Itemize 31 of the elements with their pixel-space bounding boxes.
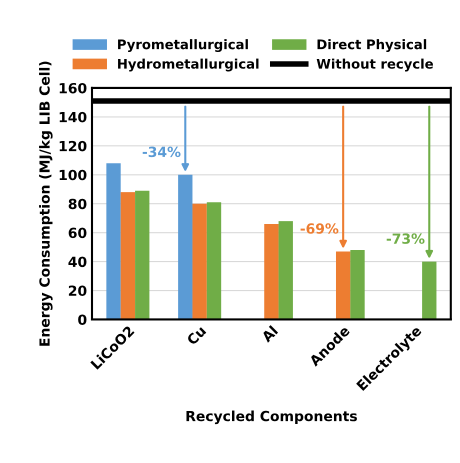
y-tick-label: 40 (68, 256, 86, 268)
bar (422, 262, 436, 320)
x-axis-title: Recycled Components (186, 410, 357, 424)
bar (278, 221, 293, 320)
y-tick-label: 80 (68, 198, 86, 210)
bar (178, 174, 192, 320)
y-tick-label: 140 (60, 112, 86, 122)
bar (135, 190, 150, 320)
legend-label: Hydrometallurgical (118, 58, 258, 72)
x-tick-label: Al (260, 325, 278, 343)
legend-label: Pyrometallurgical (118, 39, 248, 52)
legend-label: Direct Physical (318, 39, 426, 52)
bar (336, 251, 350, 320)
bar (192, 204, 207, 320)
bar (264, 224, 279, 320)
y-tick-label: 60 (68, 228, 86, 238)
bar (350, 250, 365, 320)
bar (120, 192, 136, 320)
y-tick-label: 160 (60, 82, 86, 94)
y-tick-label: 20 (68, 286, 86, 296)
y-tick-label: 0 (78, 314, 86, 325)
annotation: -73% (386, 233, 425, 244)
annotation: -69% (300, 223, 338, 234)
y-tick-label: 100 (60, 170, 86, 180)
x-tick-label: Cu (186, 325, 206, 346)
bar (206, 202, 222, 320)
legend-label: Without recycle (316, 58, 433, 72)
bar (106, 163, 121, 320)
y-tick-label: 120 (60, 140, 86, 152)
annotation: -34% (142, 146, 181, 158)
y-axis-title: Energy Consumption (MJ/kg LIB Cell) (39, 62, 53, 346)
